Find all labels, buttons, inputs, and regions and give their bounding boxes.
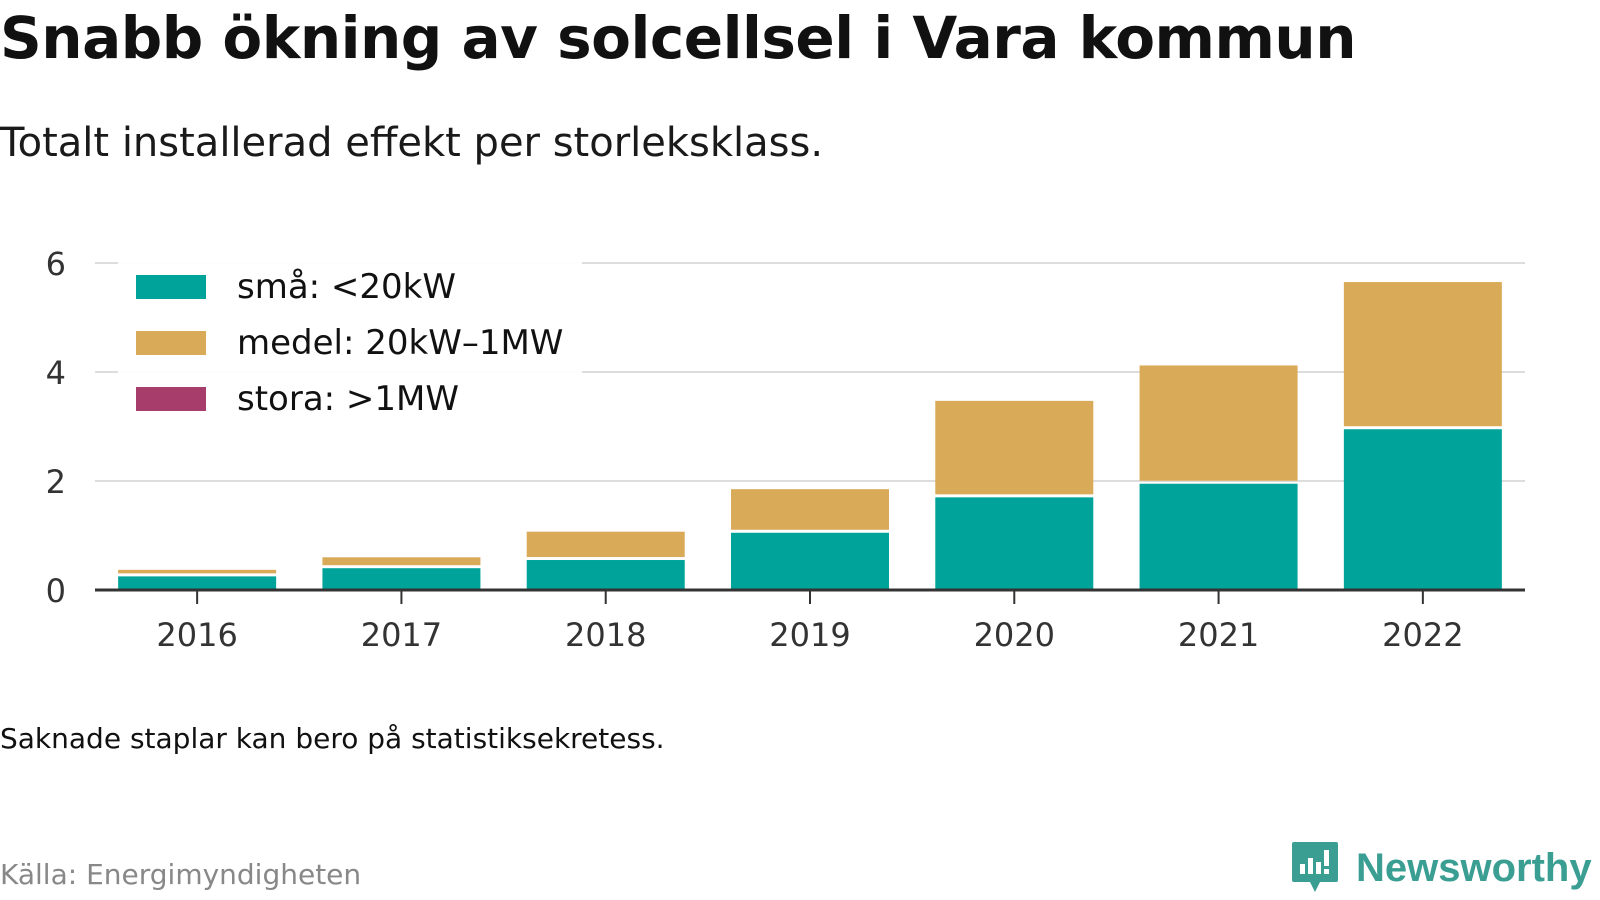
legend-swatch-0 (136, 275, 206, 299)
y-tick-label: 4 (46, 354, 66, 392)
x-tick-label: 2016 (156, 616, 237, 654)
chart-subtitle: Totalt installerad effekt per storlekskl… (0, 120, 824, 166)
bar-2018-series-0 (526, 560, 685, 590)
bar-2016-series-1 (118, 569, 277, 574)
legend-label-1: medel: 20kW–1MW (237, 323, 563, 363)
x-tick-label: 2020 (974, 616, 1055, 654)
x-tick-label: 2018 (565, 616, 646, 654)
x-tick-label: 2022 (1382, 616, 1463, 654)
y-tick-label: 6 (46, 245, 66, 283)
bar-2022-series-1 (1343, 282, 1502, 427)
bar-2018-series-1 (526, 531, 685, 558)
y-tick-label: 0 (46, 572, 66, 610)
bar-2017-series-1 (322, 557, 481, 566)
legend-swatch-1 (136, 331, 206, 355)
bar-2016-series-0 (118, 576, 277, 590)
x-tick-label: 2017 (361, 616, 442, 654)
footnote: Saknade staplar kan bero på statistiksek… (0, 722, 665, 755)
bar-2020-series-1 (935, 400, 1094, 495)
y-tick-label: 2 (46, 463, 66, 501)
x-tick-label: 2021 (1178, 616, 1259, 654)
x-tick-label: 2019 (769, 616, 850, 654)
bar-2021-series-0 (1139, 483, 1298, 590)
brand-name: Newsworthy (1356, 845, 1592, 890)
bar-2019-series-1 (731, 489, 889, 530)
newsworthy-icon (1292, 842, 1338, 892)
legend-label-2: stora: >1MW (237, 379, 459, 419)
chart-title: Snabb ökning av solcellsel i Vara kommun (0, 4, 1357, 72)
stacked-bar-chart: 0 2 4 6 2016 2017 2018 2019 2020 2021 2022 små: <20… (46, 245, 1525, 654)
bar-2020-series-0 (935, 497, 1094, 590)
bar-2021-series-1 (1139, 365, 1298, 481)
legend-swatch-2 (136, 387, 206, 411)
brand-logo: Newsworthy (1290, 840, 1592, 896)
bar-2019-series-0 (731, 532, 889, 590)
legend-label-0: små: <20kW (237, 267, 456, 307)
bar-2022-series-0 (1343, 429, 1502, 590)
source-label: Källa: Energimyndigheten (0, 858, 362, 891)
bar-2017-series-0 (322, 568, 481, 590)
